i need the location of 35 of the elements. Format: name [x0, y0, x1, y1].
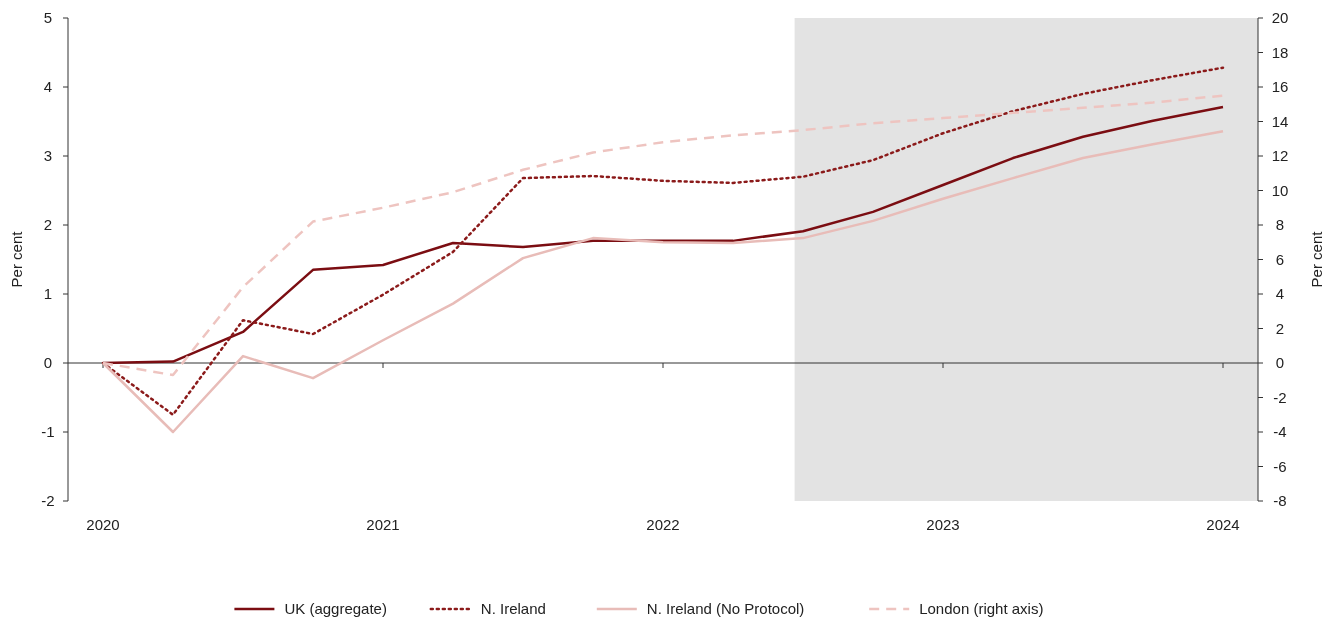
- y-tick-label: 1: [43, 285, 53, 303]
- x-tick-label: 2024: [1206, 516, 1240, 533]
- y2-tick-label: 18: [1271, 43, 1289, 61]
- y2-tick-label: 16: [1271, 78, 1289, 96]
- y-tick-label: 3: [43, 147, 53, 165]
- y2-tick-label: 8: [1275, 216, 1285, 234]
- x-tick-label: 2021: [366, 516, 400, 533]
- legend-label: N. Ireland (No Protocol): [646, 600, 805, 617]
- y-axis-title: Per cent: [8, 230, 25, 288]
- y-tick-label: -1: [41, 423, 55, 441]
- y2-tick-label: 6: [1275, 250, 1285, 268]
- y2-tick-label: 4: [1275, 285, 1285, 303]
- y2-tick-label: 10: [1271, 181, 1289, 199]
- y2-tick-label: -4: [1273, 423, 1287, 441]
- y2-tick-label: -8: [1273, 492, 1287, 510]
- y-tick-label: 5: [43, 9, 53, 27]
- y2-tick-label: -2: [1273, 388, 1287, 406]
- y2-tick-label: 0: [1275, 354, 1285, 372]
- y2-tick-label: -6: [1273, 457, 1287, 475]
- line-series: [101, 66, 1225, 416]
- y2-tick-label: 14: [1271, 112, 1289, 130]
- y-tick-label: 2: [43, 216, 53, 234]
- y2-tick-label: 20: [1271, 9, 1289, 27]
- y-tick-label: 4: [43, 78, 53, 96]
- y2-tick-label: 12: [1271, 147, 1289, 165]
- legend-label: UK (aggregate): [284, 600, 387, 617]
- y-tick-label: -2: [41, 492, 55, 510]
- x-tick-label: 2023: [926, 516, 960, 533]
- legend-label: London (right axis): [919, 600, 1044, 617]
- y2-tick-label: 2: [1275, 319, 1285, 337]
- y-tick-label: 0: [43, 354, 53, 372]
- y2-axis-title: Per cent: [1308, 230, 1325, 288]
- legend-label: N. Ireland: [480, 600, 546, 617]
- x-tick-label: 2022: [646, 516, 680, 533]
- x-tick-label: 2020: [86, 516, 120, 533]
